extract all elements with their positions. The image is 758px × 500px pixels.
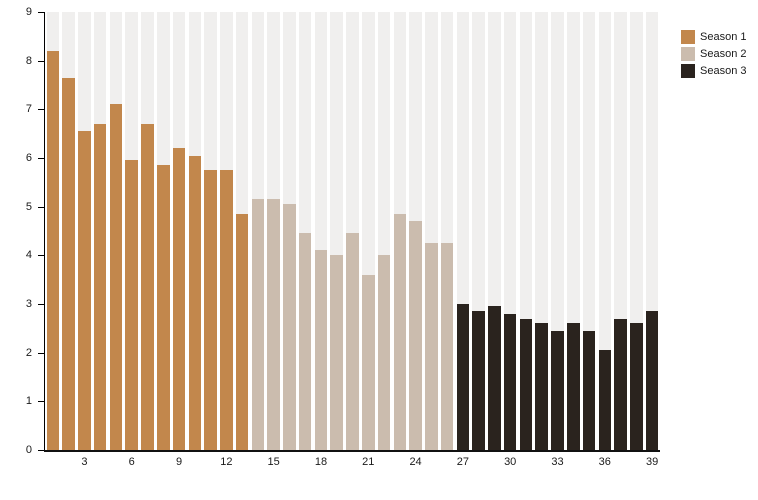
y-tick-label-4: 4 <box>25 249 32 262</box>
bar-episode-29 <box>488 306 501 450</box>
legend-item-season-1: Season 1 <box>681 28 746 45</box>
y-tick-label-6: 6 <box>25 152 32 164</box>
x-tick-label-39: 39 <box>645 456 659 468</box>
bar-episode-38 <box>630 323 643 450</box>
bar-episode-21 <box>361 274 375 450</box>
legend-label-season-3: Season 3 <box>700 64 747 77</box>
bar-episode-3 <box>78 131 91 450</box>
legend-swatch-season-2 <box>681 46 695 61</box>
y-tick-0 <box>38 450 44 451</box>
y-tick-label-3: 3 <box>25 298 32 310</box>
x-tick-label-21: 21 <box>362 456 375 468</box>
bar-episode-15 <box>267 199 280 450</box>
bar-episode-2 <box>62 77 75 450</box>
x-tick-label-30: 30 <box>504 456 517 468</box>
bar-episode-8 <box>156 165 170 450</box>
bar-episode-27 <box>456 304 470 450</box>
legend: Season 1 Season 2 Season 3 <box>681 28 746 79</box>
bar-episode-6 <box>125 160 139 450</box>
plot-area <box>45 12 660 450</box>
bar-episode-10 <box>188 155 202 450</box>
bar-episode-25 <box>425 243 438 450</box>
x-tick-label-18: 18 <box>314 456 328 468</box>
x-axis-line <box>44 450 660 452</box>
y-tick-9 <box>38 12 44 13</box>
background-stripe-episode-36 <box>598 12 612 450</box>
bar-episode-35 <box>582 330 596 450</box>
bar-episode-32 <box>535 323 549 450</box>
bar-episode-28 <box>472 311 485 450</box>
x-tick-label-24: 24 <box>409 456 422 468</box>
bar-episode-33 <box>551 330 564 450</box>
bar-episode-37 <box>614 318 627 450</box>
x-tick-label-9: 9 <box>175 456 183 468</box>
bar-episode-14 <box>251 199 265 450</box>
bar-episode-34 <box>566 323 580 450</box>
y-tick-label-7: 7 <box>25 103 32 116</box>
bar-episode-1 <box>46 50 60 450</box>
bar-episode-13 <box>235 213 249 450</box>
bar-episode-4 <box>93 123 107 450</box>
y-tick-7 <box>38 109 44 111</box>
y-tick-label-5: 5 <box>25 200 32 213</box>
y-tick-8 <box>38 60 44 62</box>
legend-swatch-season-1 <box>681 29 695 44</box>
x-tick-label-36: 36 <box>598 456 611 468</box>
y-tick-label-1: 1 <box>25 395 32 408</box>
y-tick-2 <box>38 352 44 354</box>
y-tick-label-9: 9 <box>25 6 32 18</box>
y-tick-6 <box>38 158 44 159</box>
bar-episode-5 <box>109 104 123 450</box>
bar-episode-19 <box>330 255 344 450</box>
x-tick-label-3: 3 <box>81 456 88 468</box>
y-tick-1 <box>38 401 44 403</box>
y-tick-label-8: 8 <box>25 54 32 67</box>
bar-episode-23 <box>393 213 407 450</box>
legend-label-season-2: Season 2 <box>700 47 747 60</box>
bar-episode-7 <box>141 123 154 450</box>
x-tick-label-27: 27 <box>456 456 469 468</box>
y-tick-3 <box>38 304 44 305</box>
bar-episode-16 <box>283 204 296 450</box>
x-tick-label-6: 6 <box>128 456 135 468</box>
y-tick-5 <box>38 206 44 208</box>
y-tick-label-2: 2 <box>25 346 32 359</box>
bar-episode-22 <box>377 255 391 450</box>
bar-episode-36 <box>598 350 612 450</box>
bar-episode-26 <box>440 243 454 450</box>
legend-swatch-season-3 <box>681 63 695 78</box>
bar-episode-39 <box>645 311 659 450</box>
bar-episode-18 <box>314 250 328 450</box>
legend-item-season-3: Season 3 <box>681 62 746 79</box>
y-axis-line <box>44 12 45 452</box>
bar-episode-20 <box>346 233 359 450</box>
bar-episode-31 <box>519 318 533 450</box>
x-tick-label-15: 15 <box>267 456 280 468</box>
bar-episode-24 <box>409 221 422 450</box>
bar-episode-11 <box>204 170 217 450</box>
y-tick-4 <box>38 255 44 257</box>
x-tick-label-33: 33 <box>551 456 564 468</box>
bar-episode-9 <box>172 148 186 450</box>
legend-label-season-1: Season 1 <box>700 30 747 43</box>
legend-item-season-2: Season 2 <box>681 45 746 62</box>
bar-episode-17 <box>298 233 312 450</box>
y-tick-label-0: 0 <box>25 444 32 456</box>
x-tick-label-12: 12 <box>220 456 233 468</box>
bar-episode-12 <box>220 170 233 450</box>
bar-episode-30 <box>503 313 517 450</box>
